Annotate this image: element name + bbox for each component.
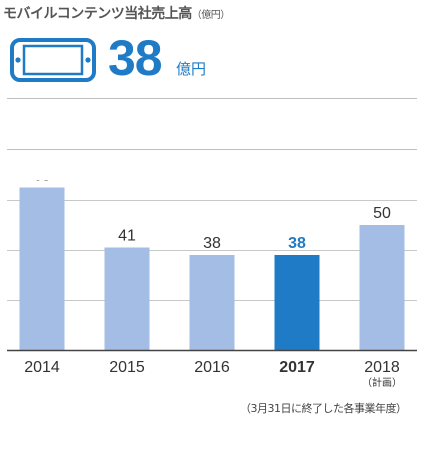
x-tick-label: 2016 xyxy=(194,359,230,376)
footnote: （3月31日に終了した各事業年度） xyxy=(240,402,407,415)
data-label: 41 xyxy=(118,228,136,245)
data-label: 65 xyxy=(33,180,51,185)
divider-line xyxy=(7,98,417,99)
chart-title-text: モバイルコンテンツ当社売上高 xyxy=(3,6,192,22)
bar-chart: 65 2014 41 2015 38 2016 38 2017 50 2018（計画） xyxy=(7,180,417,389)
kpi-block: 38 億円 xyxy=(10,30,270,90)
data-label: 38 xyxy=(288,235,306,252)
kpi-value: 38 xyxy=(108,30,163,86)
chart-title: モバイルコンテンツ当社売上高（億円） xyxy=(3,3,230,23)
smartphone-icon xyxy=(10,38,96,82)
bar xyxy=(104,247,150,350)
x-tick-sublabel: （計画） xyxy=(362,376,402,389)
x-tick-label: 2014 xyxy=(24,359,60,376)
bar xyxy=(274,255,320,350)
bar xyxy=(359,225,405,350)
chart-title-unit: （億円） xyxy=(191,10,231,21)
x-tick-label: 2018 xyxy=(364,359,400,376)
gridline xyxy=(7,149,417,150)
x-tick-label: 2017 xyxy=(279,359,315,376)
bar xyxy=(189,255,235,350)
kpi-unit: 億円 xyxy=(176,60,207,78)
bar xyxy=(19,187,65,350)
x-tick-label: 2015 xyxy=(109,359,145,376)
data-label: 50 xyxy=(373,205,391,222)
data-label: 38 xyxy=(203,235,221,252)
